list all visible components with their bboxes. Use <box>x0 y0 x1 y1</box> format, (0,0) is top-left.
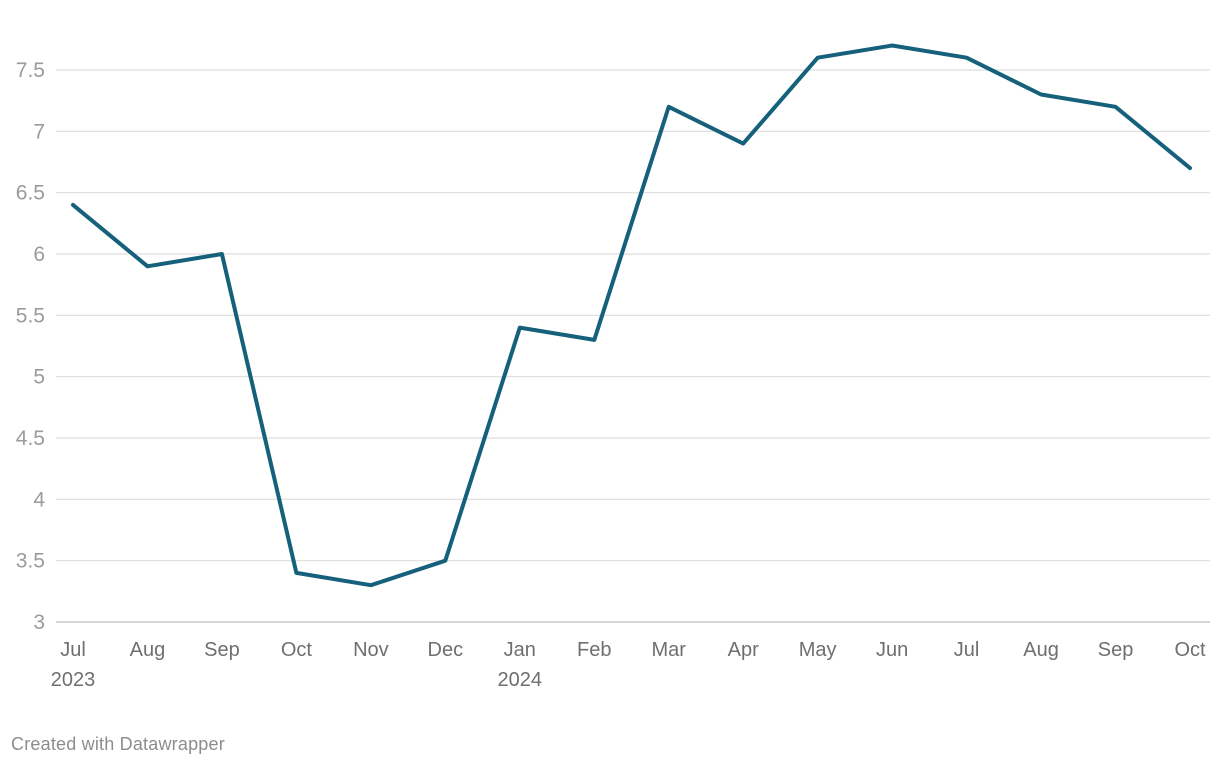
x-tick-label: Sep <box>204 639 240 661</box>
y-tick-label: 6 <box>33 243 45 266</box>
x-tick-label: Sep <box>1098 639 1134 661</box>
y-tick-label: 5.5 <box>16 304 45 327</box>
x-tick-label: Oct <box>1174 639 1206 661</box>
x-tick-label: Jun <box>876 639 908 661</box>
x-tick-label: Oct <box>281 639 313 661</box>
x-tick-label: Dec <box>428 639 464 661</box>
y-tick-label: 6.5 <box>16 182 45 205</box>
x-tick-label: May <box>799 639 837 661</box>
x-tick-label: Jan <box>504 639 536 661</box>
x-year-label: 2024 <box>498 669 543 691</box>
x-tick-label: Jul <box>60 639 86 661</box>
x-tick-label: Feb <box>577 639 611 661</box>
x-tick-label: Aug <box>1023 639 1059 661</box>
x-tick-label: Mar <box>652 639 687 661</box>
datawrapper-attribution: Created with Datawrapper <box>11 734 225 754</box>
line-chart: 3 3.5 4 4.5 5 5.5 6 6.5 7 7.5 Jul 2023 Aug Sep Oct Nov D… <box>16 43 1210 691</box>
y-tick-label: 7 <box>33 120 45 143</box>
y-tick-label: 3 <box>33 611 45 634</box>
y-tick-label: 3.5 <box>16 550 45 573</box>
x-tick-label: Aug <box>130 639 166 661</box>
line-chart-container: 3 3.5 4 4.5 5 5.5 6 6.5 7 7.5 Jul 2023 Aug Sep Oct Nov D… <box>16 43 1210 691</box>
x-tick-label: Nov <box>353 639 389 661</box>
x-tick-label: Jul <box>954 639 980 661</box>
y-tick-label: 4.5 <box>16 427 45 450</box>
line-series <box>71 43 1192 588</box>
y-tick-label: 5 <box>33 366 45 389</box>
y-tick-label: 4 <box>33 488 45 511</box>
y-tick-label: 7.5 <box>16 59 45 82</box>
x-tick-label: Apr <box>728 639 759 661</box>
x-year-label: 2023 <box>51 669 96 691</box>
